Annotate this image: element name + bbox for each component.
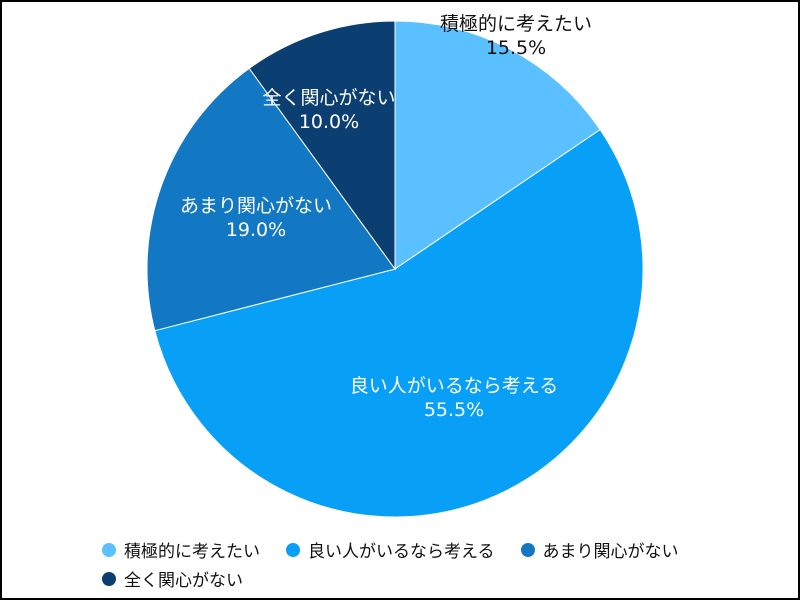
legend-label-1: 積極的に考えたい [124, 542, 260, 562]
pie-slice-1 [394, 20, 601, 270]
pie-slice-4 [248, 20, 396, 271]
legend-label-3: あまり関心がない [542, 542, 679, 562]
legend-swatch-2 [286, 542, 300, 557]
slice-label-4: 全く関心がない [262, 87, 395, 109]
pie-slice-2 [154, 128, 644, 518]
legend-swatch-3 [520, 542, 535, 557]
slice-value-2: 55.5% [424, 399, 484, 421]
slice-label-3: あまり関心がない [180, 195, 332, 217]
slice-value-1: 15.5% [486, 37, 546, 59]
legend-label-2: 良い人がいるなら考える [308, 542, 495, 562]
slice-label-2: 良い人がいるなら考える [350, 375, 558, 397]
legend-label-4: 全く関心がない [124, 571, 243, 591]
slice-value-3: 19.0% [226, 219, 286, 241]
legend-swatch-1 [102, 542, 116, 557]
legend-item-3: あまり関心がない [520, 537, 679, 562]
slice-label-1: 積極的に考えたい [440, 13, 592, 35]
legend-item-4: 全く関心がない [102, 566, 243, 591]
chart-legend: 積極的に考えたい 良い人がいるなら考える あまり関心がない全く関心がない [102, 537, 762, 591]
legend-item-2: 良い人がいるなら考える [286, 537, 495, 562]
slice-value-4: 10.0% [299, 111, 359, 133]
legend-item-1: 積極的に考えたい [102, 537, 260, 562]
pie-slice-3 [146, 67, 396, 332]
legend-swatch-4 [102, 571, 116, 586]
